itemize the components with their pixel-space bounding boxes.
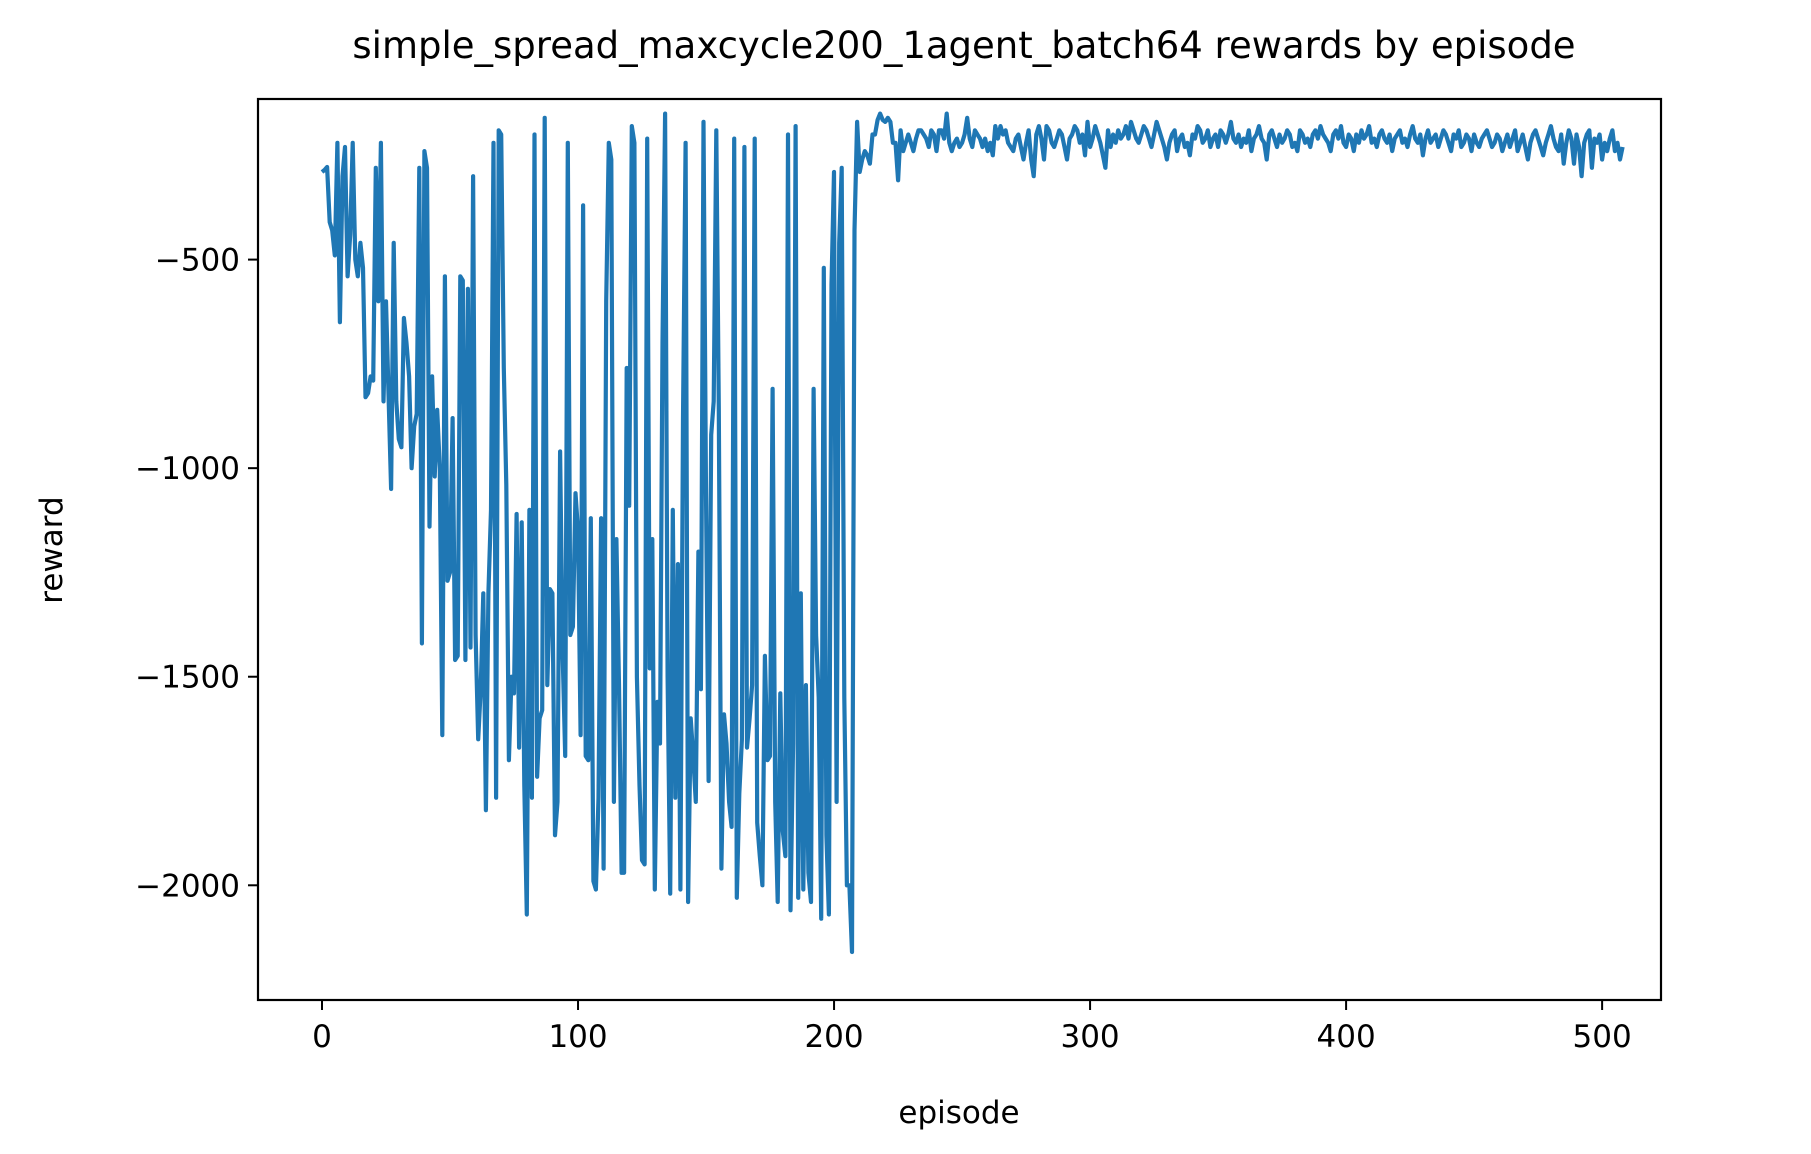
plot-frame xyxy=(256,97,1663,1002)
y-tick-label: −2000 xyxy=(135,868,240,904)
y-axis-ticks: −2000 −1500 −1000 −500 xyxy=(135,243,258,904)
chart-title: simple_spread_maxcycle200_1agent_batch64… xyxy=(352,24,1575,67)
x-tick-label: 0 xyxy=(312,1019,332,1055)
x-tick-label: 100 xyxy=(548,1019,607,1055)
x-tick-label: 400 xyxy=(1317,1019,1376,1055)
x-tick-label: 500 xyxy=(1573,1019,1632,1055)
x-axis-label: episode xyxy=(898,1095,1019,1131)
y-tick-label: −1000 xyxy=(135,451,240,487)
x-axis-ticks: 0 100 200 300 400 500 xyxy=(312,1000,1632,1055)
y-axis-label: reward xyxy=(34,496,70,603)
y-tick-label: −500 xyxy=(155,243,240,279)
x-tick-label: 200 xyxy=(804,1019,863,1055)
y-tick-label: −1500 xyxy=(135,660,240,696)
x-tick-label: 300 xyxy=(1060,1019,1119,1055)
plot-area xyxy=(320,111,1625,955)
series-line-reward xyxy=(320,111,1625,955)
